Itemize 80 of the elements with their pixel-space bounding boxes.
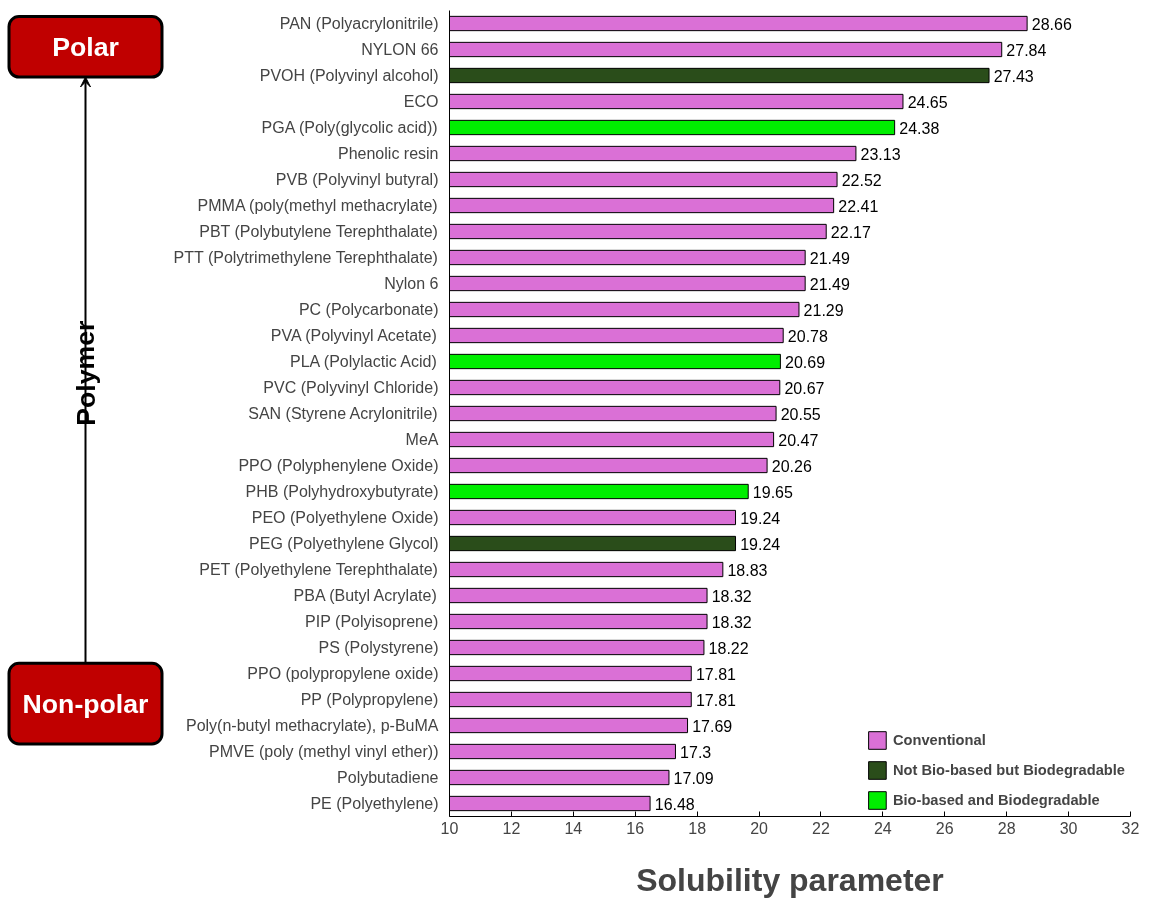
- data-label: 22.41: [838, 197, 879, 215]
- data-label: 27.84: [1006, 41, 1047, 59]
- data-label: 17.81: [695, 665, 737, 683]
- data-label: 21.49: [809, 249, 850, 267]
- data-label: 21.49: [809, 275, 850, 293]
- data-label: 23.13: [860, 145, 901, 163]
- data-label: 20.26: [771, 457, 812, 475]
- y-tick-label: Nylon 6: [384, 275, 439, 292]
- data-label: 20.67: [784, 379, 825, 397]
- data-label: 16.48: [654, 795, 695, 813]
- legend-label: Bio-based and Biodegradable: [892, 792, 1100, 808]
- y-tick-label: Polybutadiene: [337, 769, 439, 786]
- y-tick-label: PBA (Butyl Acrylate): [293, 587, 437, 604]
- data-label: 24.65: [907, 93, 948, 111]
- y-tick-label: PPO (polypropylene oxide): [247, 665, 439, 682]
- data-label: 17.09: [673, 769, 714, 787]
- data-label: 18.32: [711, 587, 752, 605]
- data-label: 19.65: [752, 483, 793, 501]
- data-label: 20.78: [787, 327, 828, 345]
- data-label: 17.81: [695, 691, 737, 709]
- x-tick-label: 28: [997, 819, 1016, 837]
- y-tick-label: Poly(n-butyl methacrylate), p-BuMA: [185, 717, 439, 734]
- data-label: 18.22: [708, 639, 749, 657]
- x-axis-title: Solubility parameter: [636, 861, 944, 898]
- data-label: 19.24: [740, 535, 781, 553]
- y-tick-label: PP (Polypropylene): [300, 691, 439, 708]
- text: Non-polar: [22, 688, 149, 719]
- data-label: 20.47: [778, 431, 819, 449]
- y-tick-label: PS (Polystyrene): [318, 639, 439, 656]
- y-tick-label: MeA: [405, 431, 439, 448]
- y-tick-label: PEO (Polyethylene Oxide): [251, 509, 439, 526]
- y-tick-label: PTT (Polytrimethylene Terephthalate): [173, 249, 438, 266]
- y-tick-label: PC (Polycarbonate): [298, 301, 439, 318]
- y-tick-label: NYLON 66: [361, 41, 439, 58]
- data-label: 17.69: [692, 717, 733, 735]
- y-tick-label: PGA (Poly(glycolic acid)): [261, 119, 438, 136]
- y-tick-label: PVA (Polyvinyl Acetate): [270, 327, 437, 344]
- x-tick-label: 10: [440, 819, 459, 837]
- data-label: 20.69: [785, 353, 826, 371]
- y-tick-label: PAN (Polyacrylonitrile): [279, 15, 439, 32]
- y-tick-label: PE (Polyethylene): [310, 795, 439, 812]
- text: Polar: [52, 31, 119, 62]
- x-tick-label: 18: [688, 819, 707, 837]
- data-label: 27.43: [993, 67, 1034, 85]
- data-label: 19.24: [740, 509, 781, 527]
- y-tick-label: PLA (Polylactic Acid): [290, 353, 437, 370]
- data-label: 22.17: [830, 223, 871, 241]
- x-tick-label: 22: [812, 819, 830, 837]
- y-tick-label: PMMA (poly(methyl methacrylate): [197, 197, 438, 214]
- x-tick-label: 20: [750, 819, 769, 837]
- y-tick-label: PVOH (Polyvinyl alcohol): [259, 67, 439, 84]
- x-tick-label: 12: [502, 819, 521, 837]
- y-tick-label: SAN (Styrene Acrylonitrile): [248, 405, 438, 422]
- y-tick-label: ECO: [403, 93, 439, 110]
- x-tick-label: 24: [873, 819, 892, 837]
- x-tick-label: 30: [1059, 819, 1078, 837]
- data-label: 24.38: [899, 119, 940, 137]
- data-label: 22.52: [841, 171, 882, 189]
- y-tick-label: PHB (Polyhydroxybutyrate): [245, 483, 439, 500]
- x-tick-label: 32: [1121, 819, 1140, 837]
- y-tick-label: PIP (Polyisoprene): [305, 613, 439, 630]
- y-tick-label: PET (Polyethylene Terephthalate): [199, 561, 438, 578]
- y-tick-label: PPO (Polyphenylene Oxide): [238, 457, 439, 474]
- y-tick-label: PVC (Polyvinyl Chloride): [263, 379, 439, 396]
- data-label: 20.55: [780, 405, 821, 423]
- y-tick-label: PBT (Polybutylene Terephthalate): [199, 223, 438, 240]
- x-tick-label: 14: [564, 819, 583, 837]
- data-label: 28.66: [1031, 15, 1072, 33]
- legend-label: Not Bio-based but Biodegradable: [892, 762, 1125, 778]
- y-tick-label: PMVE (poly (methyl vinyl ether)): [209, 743, 439, 760]
- x-tick-label: 16: [626, 819, 645, 837]
- y-tick-label: PVB (Polyvinyl butyral): [275, 171, 439, 188]
- legend-label: Conventional: [892, 732, 986, 748]
- data-label: 18.32: [711, 613, 752, 631]
- data-label: 17.3: [680, 743, 712, 761]
- data-label: 18.83: [727, 561, 768, 579]
- x-tick-label: 26: [935, 819, 954, 837]
- y-tick-label: Phenolic resin: [338, 145, 439, 162]
- data-label: 21.29: [803, 301, 844, 319]
- y-tick-label: PEG (Polyethylene Glycol): [249, 535, 439, 552]
